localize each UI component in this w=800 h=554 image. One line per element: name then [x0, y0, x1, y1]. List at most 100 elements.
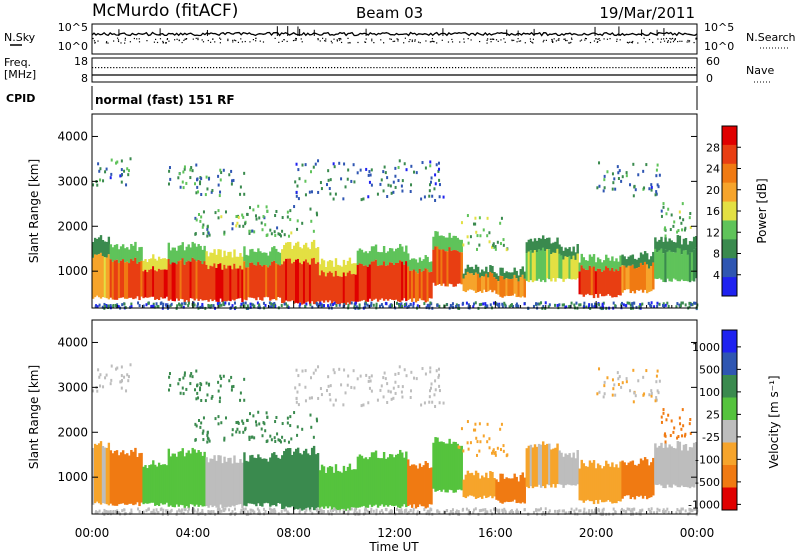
power-cell	[187, 260, 190, 303]
velocity-dot	[248, 435, 251, 439]
velocity-cell	[464, 474, 468, 499]
power-cell	[384, 252, 388, 266]
power-cell	[452, 235, 455, 251]
power-dot	[662, 302, 665, 306]
noise-search-dot	[262, 41, 265, 43]
velocity-cell	[169, 456, 173, 506]
power-cell	[103, 241, 107, 258]
power-cell	[643, 261, 647, 290]
velocity-dot	[199, 511, 202, 515]
freq-dot	[131, 67, 133, 69]
power-dot	[311, 305, 314, 309]
velocity-dot	[499, 448, 502, 452]
power-dot	[296, 227, 299, 231]
power-cell	[195, 261, 198, 299]
power-cell	[489, 265, 492, 272]
noise-search-dot	[185, 38, 188, 40]
velocity-dot	[293, 411, 296, 415]
power-cell	[293, 245, 296, 262]
velocity-dot	[299, 508, 302, 512]
power-dot	[329, 192, 332, 196]
power-cell	[464, 275, 468, 293]
power-dot	[503, 301, 506, 305]
power-cell	[148, 259, 151, 270]
power-cell	[664, 249, 667, 283]
velocity-cell	[171, 453, 174, 507]
power-dot	[515, 304, 518, 308]
velocity-dot	[208, 510, 211, 514]
velocity-cell	[576, 450, 579, 485]
freq-dot	[624, 67, 626, 69]
power-cell	[658, 239, 661, 251]
freq-dot	[648, 67, 650, 69]
power-cell	[442, 249, 445, 284]
velocity-dot	[285, 508, 288, 512]
velocity-cell	[592, 460, 596, 505]
power-cell	[215, 267, 218, 302]
freq-dot	[439, 67, 442, 69]
power-dot	[265, 205, 268, 209]
power-dot	[400, 184, 403, 188]
power-cell	[300, 264, 304, 305]
power-cell	[660, 248, 663, 280]
power-dot	[499, 221, 502, 225]
freq-dot	[476, 67, 478, 69]
power-band	[167, 241, 206, 303]
power-dot	[653, 305, 656, 309]
velocity-dot	[249, 511, 252, 515]
velocity-cell	[470, 472, 474, 496]
velocity-dot	[558, 509, 561, 513]
velocity-band	[243, 452, 282, 507]
velocity-dot	[401, 395, 404, 399]
power-cell	[474, 272, 478, 293]
power-cell	[342, 259, 346, 273]
velocity-cell	[652, 457, 655, 496]
power-cell	[159, 269, 163, 298]
power-cell	[249, 262, 252, 298]
power-cell	[107, 236, 111, 255]
power-cell	[637, 257, 641, 268]
power-cell	[428, 262, 431, 273]
velocity-dot	[286, 421, 289, 425]
power-cell	[259, 264, 262, 300]
velocity-dot	[434, 379, 437, 383]
velocity-cell	[558, 450, 561, 485]
velocity-dot	[274, 510, 277, 514]
velocity-heatmap	[92, 363, 699, 517]
power-cell	[511, 272, 514, 279]
noise-search-dot	[517, 38, 519, 40]
freq-dot	[488, 67, 490, 69]
velocity-cell	[277, 457, 280, 503]
velocity-dot	[665, 418, 668, 422]
freq-dot	[185, 67, 187, 69]
velocity-cell	[144, 465, 147, 504]
power-dot	[501, 304, 504, 308]
velocity-dot	[544, 507, 547, 511]
power-dot	[273, 302, 276, 306]
power-dot	[633, 301, 636, 305]
freq-dot	[164, 67, 166, 69]
power-cell	[285, 242, 288, 259]
velocity-dot	[281, 435, 284, 439]
power-dot	[184, 302, 187, 306]
power-dot	[683, 228, 686, 232]
velocity-dot	[485, 511, 488, 515]
freq-dot	[149, 67, 151, 69]
velocity-dot	[431, 400, 434, 404]
velocity-cell	[241, 462, 244, 509]
velocity-dot	[428, 389, 431, 393]
velocity-dot	[116, 366, 119, 370]
power-dot	[631, 302, 634, 306]
power-dot	[200, 193, 203, 197]
power-dot	[637, 173, 640, 177]
velocity-dot	[397, 371, 400, 375]
power-dot	[235, 215, 238, 219]
power-dot	[370, 301, 373, 305]
power-dot	[390, 191, 393, 195]
velocity-cell	[119, 452, 123, 504]
velocity-dot	[462, 507, 465, 511]
power-cell	[362, 252, 366, 266]
freq-dot	[693, 67, 696, 69]
velocity-dot	[429, 386, 432, 390]
power-cell	[501, 267, 504, 277]
